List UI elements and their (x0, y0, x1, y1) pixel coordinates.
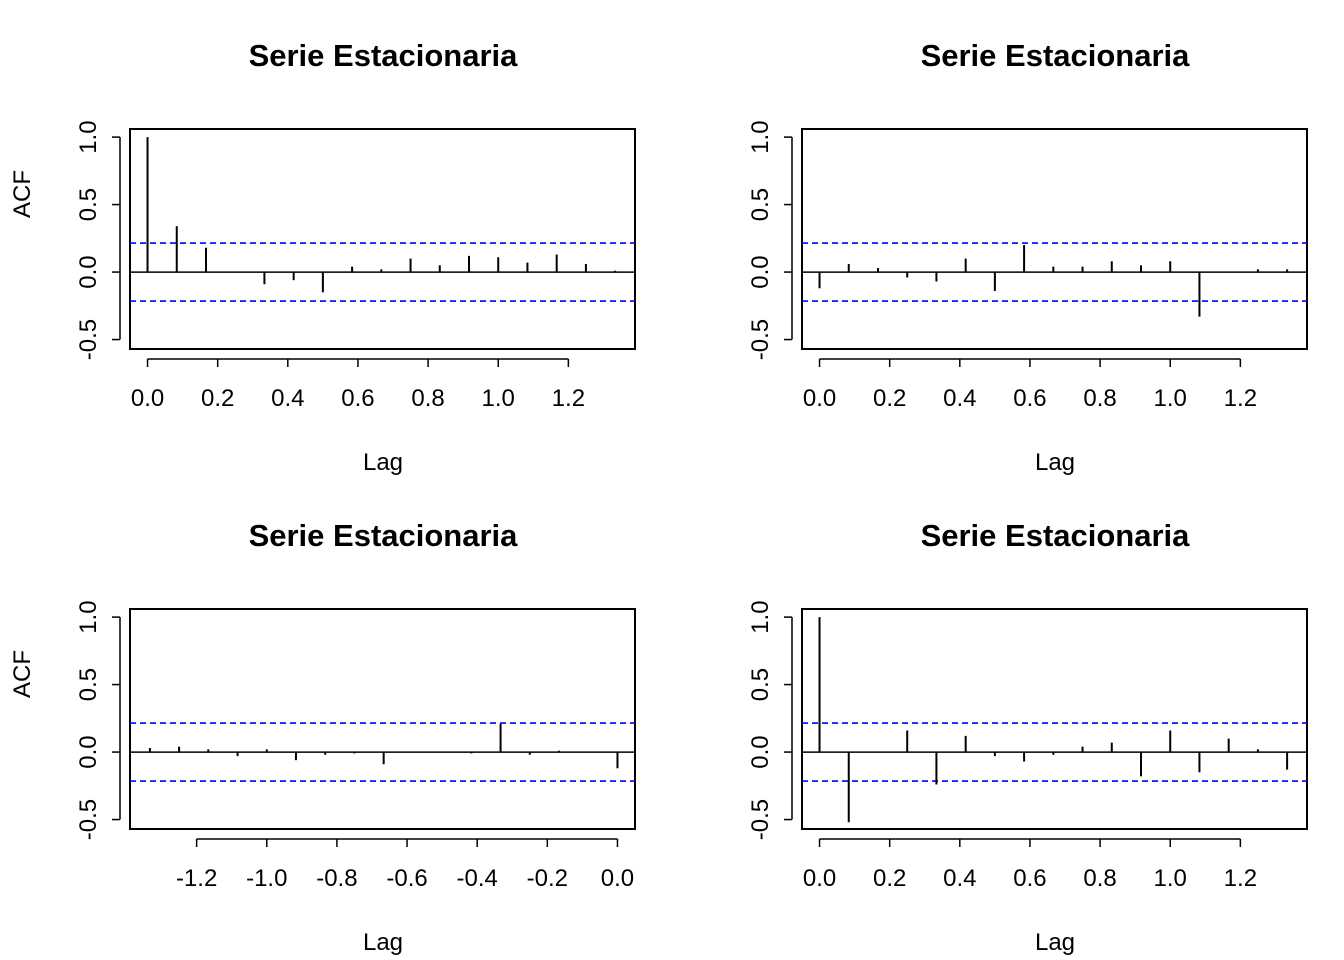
y-tick-label: 0.0 (75, 735, 102, 768)
x-tick-label: 0.8 (411, 385, 444, 412)
x-tick-label: 0.4 (943, 865, 976, 892)
x-tick-label: 0.6 (1013, 865, 1046, 892)
y-tick-label: 1.0 (747, 120, 774, 153)
x-tick-label: 1.0 (1154, 385, 1187, 412)
x-tick-label: 0.0 (803, 385, 836, 412)
x-tick-label: -0.2 (527, 865, 568, 892)
x-tick-label: 0.2 (873, 385, 906, 412)
x-tick-label: 1.2 (552, 385, 585, 412)
y-axis-label: ACF (9, 170, 36, 218)
x-axis-label: Lag (363, 449, 403, 476)
y-tick-label: 0.5 (747, 668, 774, 701)
x-tick-label: 0.8 (1083, 385, 1116, 412)
x-tick-label: 0.8 (1083, 865, 1116, 892)
plot-frame (129, 608, 636, 830)
plot-frame (801, 608, 1308, 830)
x-tick-label: -1.2 (176, 865, 217, 892)
y-tick-label: 1.0 (75, 600, 102, 633)
x-tick-label: -0.4 (457, 865, 498, 892)
x-tick-label: 1.2 (1224, 865, 1257, 892)
acf-panel-top-left: Serie Estacionaria 0.0 0.2 0.4 0.6 0.8 1.0 1.2 -… (9, 38, 636, 476)
x-axis-label: Lag (1035, 449, 1075, 476)
x-tick-label: -0.6 (386, 865, 427, 892)
x-axis-label: Lag (1035, 929, 1075, 956)
x-tick-label: 0.6 (1013, 385, 1046, 412)
plot-frame (129, 128, 636, 350)
chart-title: Serie Estacionaria (921, 518, 1191, 553)
x-tick-label: 1.0 (482, 385, 515, 412)
y-tick-label: 0.5 (75, 188, 102, 221)
x-tick-label: 0.2 (873, 865, 906, 892)
x-tick-label: 0.4 (271, 385, 304, 412)
x-tick-label: 0.0 (131, 385, 164, 412)
acf-panel-top-right: Serie Estacionaria 0.0 0.2 0.4 0.6 0.8 1.0 1.2 -… (747, 38, 1308, 476)
acf-panel-bottom-left: Serie Estacionaria -1.2 -1.0 -0.8 -0.6 -0.4 -0… (9, 518, 636, 956)
y-tick-label: 1.0 (747, 600, 774, 633)
chart-title: Serie Estacionaria (249, 38, 519, 73)
y-tick-label: -0.5 (747, 799, 774, 840)
x-tick-label: 0.0 (601, 865, 634, 892)
plot-frame (801, 128, 1308, 350)
y-tick-label: 0.5 (747, 188, 774, 221)
x-tick-label: 1.2 (1224, 385, 1257, 412)
y-tick-label: 0.0 (747, 735, 774, 768)
y-tick-label: 0.5 (75, 668, 102, 701)
y-tick-label: -0.5 (75, 319, 102, 360)
x-tick-label: 0.6 (341, 385, 374, 412)
acf-panel-bottom-right: Serie Estacionaria 0.0 0.2 0.4 0.6 0.8 1.0 1.2 -… (747, 518, 1308, 956)
y-tick-label: 0.0 (75, 255, 102, 288)
x-tick-label: 1.0 (1154, 865, 1187, 892)
y-tick-label: 0.0 (747, 255, 774, 288)
y-tick-label: -0.5 (75, 799, 102, 840)
y-tick-label: 1.0 (75, 120, 102, 153)
chart-title: Serie Estacionaria (249, 518, 519, 553)
x-tick-label: 0.0 (803, 865, 836, 892)
y-tick-label: -0.5 (747, 319, 774, 360)
y-axis-label: ACF (9, 650, 36, 698)
chart-title: Serie Estacionaria (921, 38, 1191, 73)
x-tick-label: 0.4 (943, 385, 976, 412)
x-tick-label: -1.0 (246, 865, 287, 892)
x-tick-label: -0.8 (316, 865, 357, 892)
x-tick-label: 0.2 (201, 385, 234, 412)
x-axis-label: Lag (363, 929, 403, 956)
